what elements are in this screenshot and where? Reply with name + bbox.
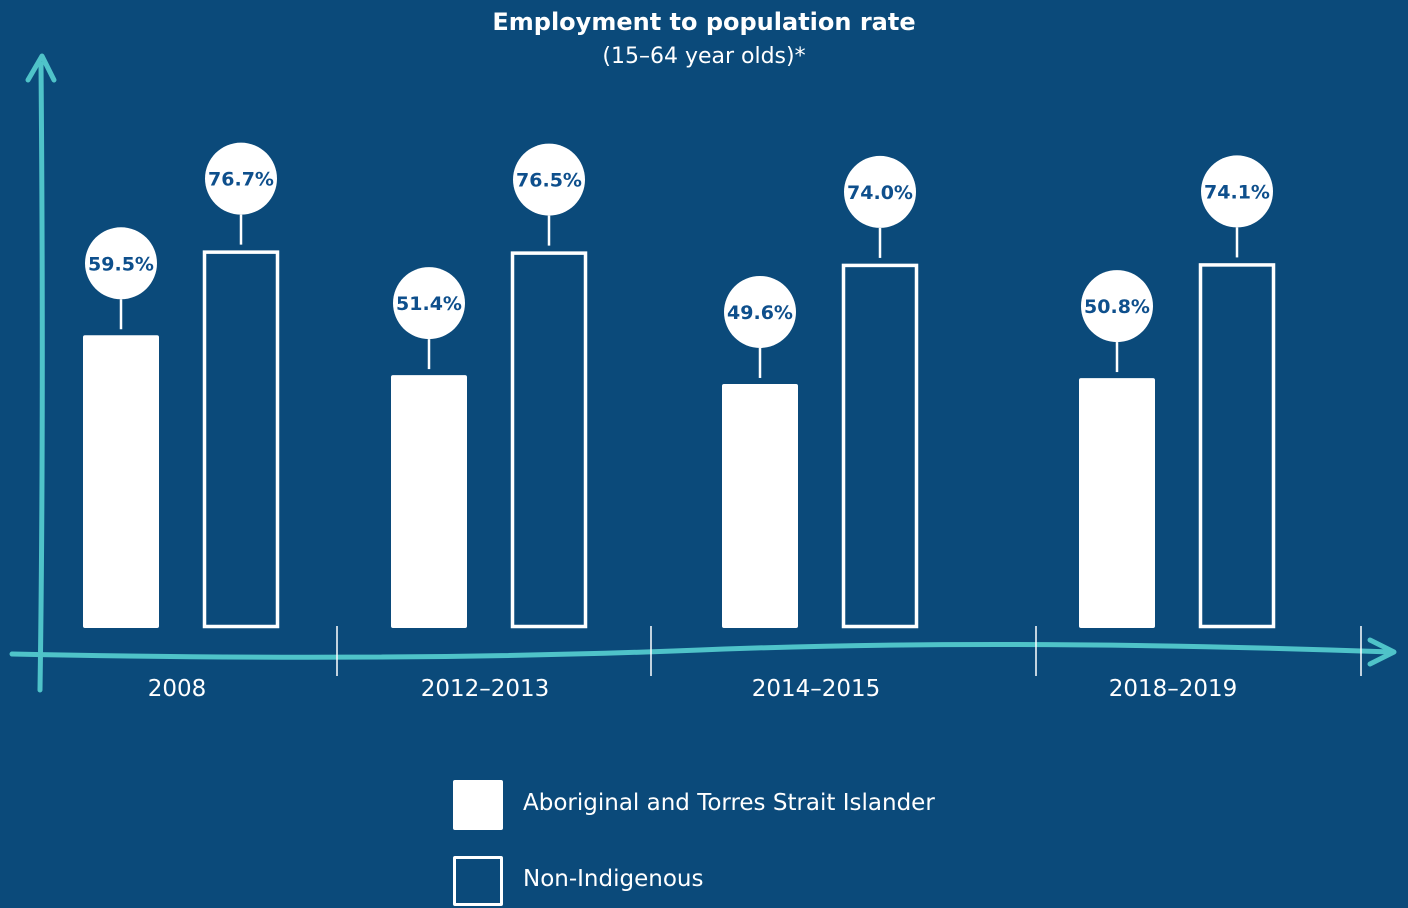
label-bubble-0-0 (85, 227, 157, 300)
label-bubble-0-2 (724, 275, 796, 348)
x-tick-label: 2018–2019 (1109, 676, 1238, 702)
label-bubble-1-1 (513, 143, 585, 216)
label-bubble-1-2 (844, 155, 916, 228)
chart-title: Employment to population rate (492, 8, 916, 36)
x-tick-label: 2014–2015 (752, 676, 881, 702)
chart-subtitle: (15–64 year olds)* (602, 44, 806, 69)
label-bubble-1-0 (205, 142, 277, 215)
legend-swatch-outlined (453, 856, 503, 906)
data-label-0-2: 49.6% (727, 302, 793, 324)
legend-label-non-indigenous: Non-Indigenous (523, 866, 704, 892)
bar-1-3 (1198, 263, 1276, 629)
data-label-0-3: 50.8% (1084, 296, 1150, 318)
bar-1-2 (841, 263, 919, 629)
label-bubble-0-1 (393, 267, 465, 340)
x-axis-line (9, 641, 1395, 660)
x-tick-labels: 2008 2012–2013 2014–2015 2018–2019 (148, 676, 1238, 702)
data-label-1-1: 76.5% (516, 170, 582, 192)
data-label-1-0: 76.7% (208, 169, 274, 191)
bar-1-1 (510, 251, 588, 629)
legend-swatch-filled (453, 780, 503, 830)
x-tick-label: 2012–2013 (421, 676, 550, 702)
x-axis-arrowhead (1367, 637, 1397, 667)
label-bubble-1-3 (1201, 155, 1273, 228)
bar-0-0 (83, 335, 159, 628)
y-axis-line (37, 61, 45, 693)
x-tick-label: 2008 (148, 676, 207, 702)
data-label-1-2: 74.0% (847, 182, 913, 204)
bar-0-2 (722, 383, 798, 628)
bar-0-1 (391, 375, 467, 628)
y-axis-arrowhead (25, 53, 57, 83)
bar-1-0 (202, 250, 280, 629)
bar-0-3 (1079, 378, 1155, 628)
chart-axes (9, 53, 1397, 693)
label-bubble-0-3 (1081, 270, 1153, 343)
legend-label-aboriginal: Aboriginal and Torres Strait Islander (523, 790, 935, 816)
chart-bars: 59.5% 51.4% 49.6% 50.8% 76.7% 76.5% 74.0% 74.1% (83, 142, 1276, 629)
data-label-1-3: 74.1% (1204, 181, 1270, 203)
data-label-0-0: 59.5% (88, 253, 154, 275)
data-label-0-1: 51.4% (396, 293, 462, 315)
